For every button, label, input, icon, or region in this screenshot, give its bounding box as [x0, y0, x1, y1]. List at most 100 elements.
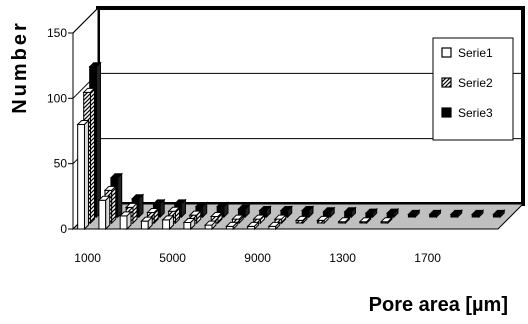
bar	[379, 216, 394, 225]
bar-side	[302, 215, 308, 225]
bar	[140, 215, 154, 231]
bar-side	[344, 216, 350, 225]
legend-label: Serie3	[458, 106, 493, 120]
bar-front	[344, 211, 352, 218]
bar	[343, 206, 357, 219]
legend-label: Serie1	[458, 46, 493, 60]
bar-side	[281, 213, 287, 225]
bar-side	[159, 198, 165, 219]
bar	[182, 217, 196, 231]
gridline-side	[72, 7, 99, 34]
bar-side	[372, 207, 378, 219]
legend-item: Serie2	[441, 76, 493, 90]
bar-side	[117, 172, 123, 219]
bar-side	[387, 216, 393, 225]
bar-front	[162, 219, 170, 230]
bar	[316, 215, 330, 225]
bar	[470, 209, 485, 219]
bar	[322, 206, 336, 219]
bar-side	[111, 185, 117, 225]
bar-side	[126, 210, 132, 231]
bar-side	[259, 213, 265, 225]
bar-front	[386, 212, 395, 218]
y-axis-ticks: 0 50 100 150	[47, 26, 74, 236]
bar-front	[365, 212, 374, 218]
bar-front	[119, 215, 128, 230]
bar	[267, 221, 281, 231]
bar	[118, 210, 133, 231]
bar-side	[253, 221, 259, 231]
bar-side	[244, 203, 250, 219]
bar-side	[202, 201, 208, 219]
bar	[337, 216, 351, 225]
y-axis-title: Number	[9, 20, 31, 114]
x-tick-label: 9000	[244, 251, 271, 265]
bar-side	[196, 209, 202, 225]
bar-side	[414, 209, 420, 219]
y-tick-label: 150	[47, 26, 67, 40]
y-tick-label: 50	[54, 157, 68, 171]
bar-side	[89, 87, 95, 225]
bar-side	[478, 209, 484, 219]
bar	[225, 221, 239, 231]
bar-side	[287, 205, 293, 219]
bar-side	[223, 201, 229, 219]
bar-side	[83, 119, 89, 231]
bar	[385, 207, 400, 219]
bar-side	[180, 198, 186, 219]
legend-item: Serie1	[441, 46, 493, 60]
x-axis-title: Pore area [µm]	[369, 294, 508, 316]
bar	[76, 119, 90, 231]
bar	[97, 195, 111, 231]
bar-side	[275, 221, 281, 231]
bar-side	[329, 206, 335, 219]
x-axis-ticks: 1000 5000 9000 1300 1700	[74, 251, 441, 265]
legend-swatch	[441, 77, 452, 88]
bar	[428, 209, 442, 219]
bar-side	[499, 209, 505, 219]
legend-swatch	[441, 47, 452, 58]
legend-swatch	[441, 107, 452, 118]
bar	[246, 221, 260, 231]
bar-side	[95, 61, 101, 219]
bar	[161, 214, 175, 231]
bar-side	[190, 217, 196, 231]
bar	[358, 216, 372, 225]
bar-side	[132, 202, 138, 225]
bar-side	[138, 193, 144, 219]
bar-front	[77, 123, 85, 230]
legend-item: Serie3	[441, 106, 493, 120]
bar	[203, 219, 218, 231]
bar	[215, 201, 230, 219]
bar-side	[265, 205, 271, 219]
bar-side	[393, 207, 399, 219]
bar	[273, 213, 287, 225]
bar-side	[168, 214, 174, 231]
bar-side	[105, 195, 111, 231]
bar-front	[98, 199, 107, 230]
x-tick-label: 1300	[329, 251, 356, 265]
bar-front	[140, 220, 149, 230]
bar-side	[147, 215, 153, 231]
bar	[407, 209, 421, 219]
bars	[76, 61, 506, 231]
x-tick-label: 1000	[74, 251, 101, 265]
x-tick-label: 5000	[159, 251, 186, 265]
bar-side	[323, 215, 329, 225]
bar-side	[366, 216, 372, 225]
bar	[449, 209, 463, 219]
bar-side	[457, 209, 463, 219]
bar	[294, 215, 309, 225]
bar	[492, 209, 506, 219]
bar-side	[308, 205, 314, 219]
bar-front	[204, 224, 213, 230]
bar-side	[217, 211, 223, 225]
bar-side	[435, 209, 441, 219]
y-tick-label: 0	[60, 222, 67, 236]
legend: Serie1 Serie2 Serie3	[432, 37, 514, 141]
bar	[364, 207, 378, 219]
legend-label: Serie2	[458, 76, 493, 90]
bar-side	[153, 207, 159, 225]
